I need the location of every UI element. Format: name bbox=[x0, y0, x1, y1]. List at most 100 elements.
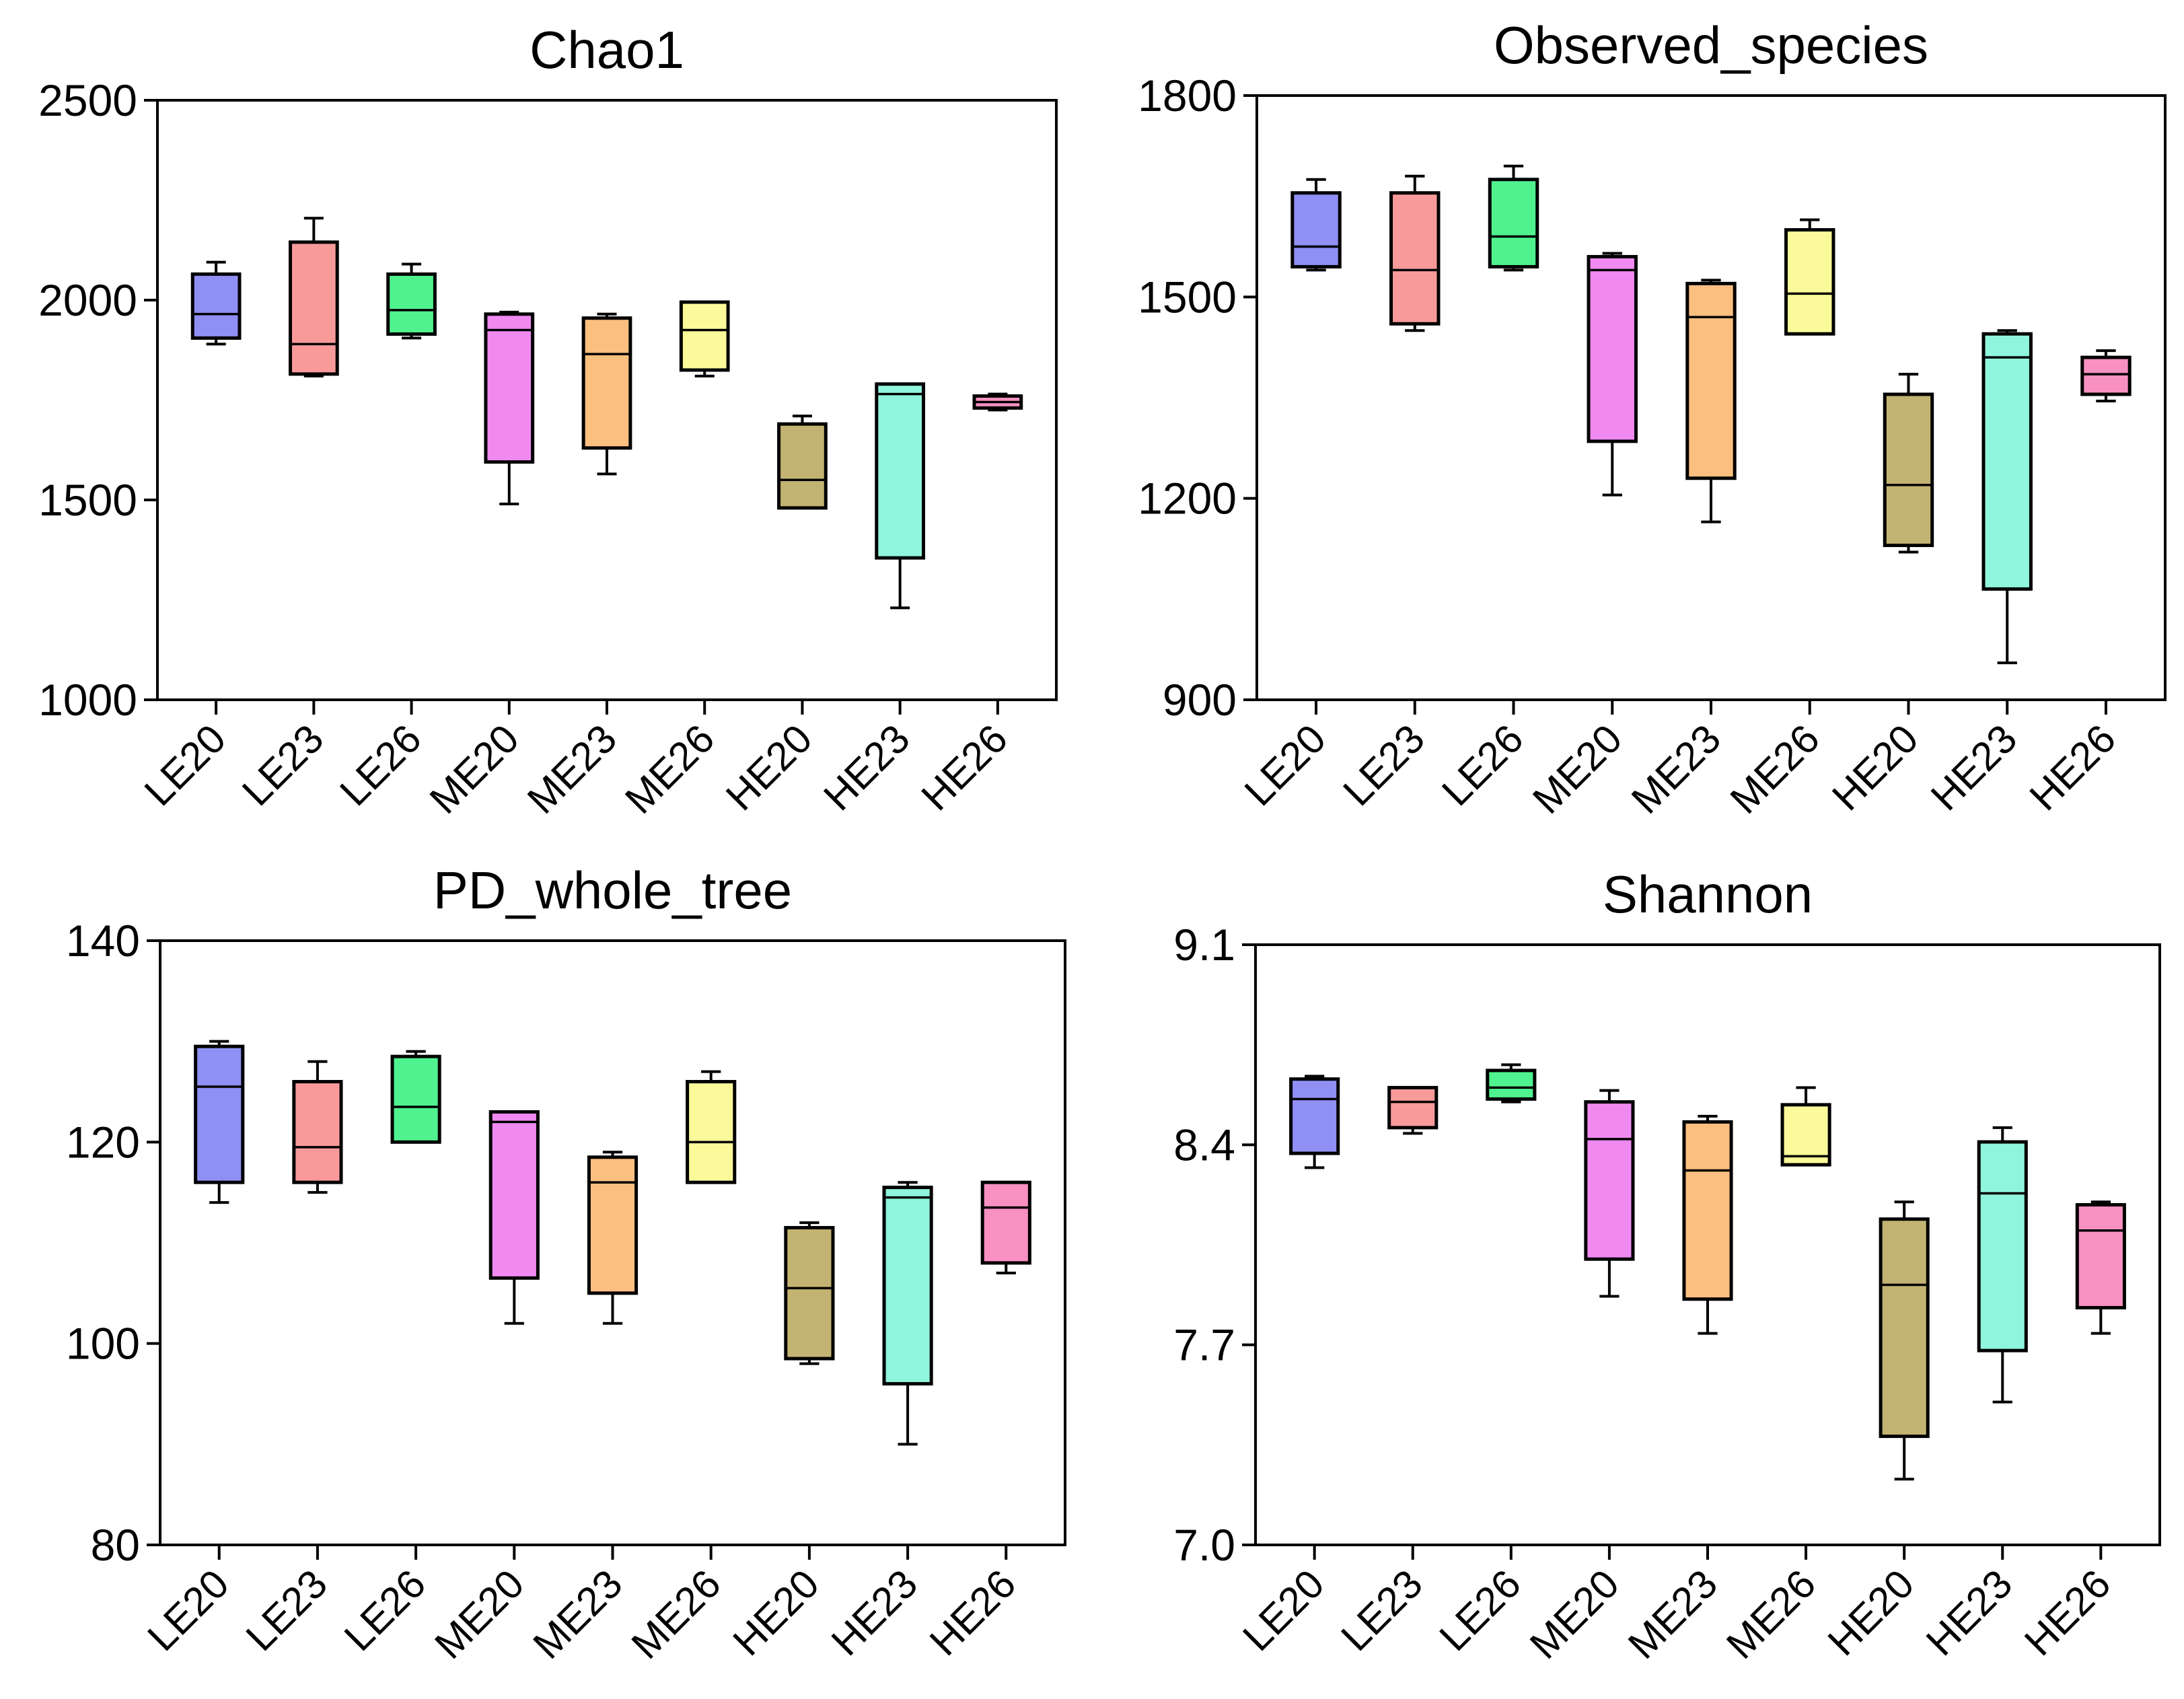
shannon-box-me26 bbox=[1780, 1086, 1831, 1167]
pd-whole-tree-category-label: ME23 bbox=[524, 1561, 630, 1667]
shannon-category-label: HE26 bbox=[2016, 1561, 2119, 1665]
iqr-box bbox=[1584, 1100, 1635, 1261]
observed-species-panel: Observed_species 900 1200 1500 1800 LE20 LE23 L… bbox=[1138, 15, 2167, 822]
iqr-box bbox=[784, 1226, 835, 1361]
shannon-y-tick-label: 9.1 bbox=[1173, 920, 1235, 970]
pd-whole-tree-category-label: ME20 bbox=[426, 1561, 532, 1667]
iqr-box bbox=[484, 312, 535, 464]
pd-whole-tree-category-label: ME26 bbox=[623, 1561, 729, 1667]
observed-species-box-le26 bbox=[1488, 164, 1539, 272]
shannon-box-le26 bbox=[1486, 1063, 1537, 1104]
chao1-category-label: LE26 bbox=[331, 716, 429, 814]
observed-species-category-label: HE26 bbox=[2021, 716, 2125, 820]
iqr-box bbox=[1488, 178, 1539, 268]
observed-species-box-me23 bbox=[1685, 279, 1737, 523]
pd-whole-tree-y-tick-label: 140 bbox=[66, 916, 140, 966]
iqr-box bbox=[1784, 228, 1835, 336]
chao1-box-me23 bbox=[581, 312, 632, 476]
shannon-category-label: HE23 bbox=[1918, 1561, 2021, 1665]
shannon-box-le23 bbox=[1387, 1085, 1439, 1135]
shannon-box-le20 bbox=[1289, 1075, 1340, 1169]
observed-species-box-me26 bbox=[1784, 218, 1835, 336]
pd-whole-tree-box-he20 bbox=[784, 1221, 835, 1365]
observed-species-y-tick-label: 1500 bbox=[1138, 272, 1237, 322]
shannon-y-tick-label: 8.4 bbox=[1173, 1120, 1235, 1169]
observed-species-category-label: HE23 bbox=[1922, 716, 2026, 820]
iqr-box bbox=[1981, 332, 2033, 591]
observed-species-y-tick-label: 1800 bbox=[1138, 71, 1237, 120]
pd-whole-tree-category-label: HE20 bbox=[725, 1561, 828, 1665]
iqr-box bbox=[1289, 1077, 1340, 1155]
shannon-category-label: LE20 bbox=[1234, 1561, 1332, 1659]
chao1-box-he26 bbox=[972, 392, 1023, 412]
shannon-box-he20 bbox=[1879, 1200, 1930, 1481]
iqr-box bbox=[1879, 1217, 1930, 1439]
iqr-box bbox=[190, 272, 242, 340]
shannon-category-label: HE20 bbox=[1819, 1561, 1923, 1665]
observed-species-y-tick-label: 900 bbox=[1163, 675, 1237, 725]
pd-whole-tree-y-tick-label: 100 bbox=[66, 1319, 140, 1369]
iqr-box bbox=[1682, 1120, 1733, 1301]
shannon-y-tick-label: 7.7 bbox=[1173, 1320, 1235, 1370]
iqr-box bbox=[1977, 1140, 2028, 1352]
chao1-panel: Chao11000150020002500LE20LE23LE26ME20ME2… bbox=[38, 20, 1058, 822]
pd-whole-tree-box-le23 bbox=[292, 1060, 343, 1194]
observed-species-box-le20 bbox=[1290, 178, 1342, 272]
observed-species-box-he23 bbox=[1981, 329, 2033, 665]
iqr-box bbox=[1389, 191, 1441, 326]
chao1-category-label: ME26 bbox=[616, 716, 723, 822]
observed-species-category-label: HE20 bbox=[1823, 716, 1927, 820]
shannon-y-tick-label: 7.0 bbox=[1173, 1520, 1235, 1570]
iqr-box bbox=[686, 1080, 737, 1184]
iqr-box bbox=[390, 1054, 441, 1144]
observed-species-box-he20 bbox=[1883, 373, 1934, 554]
iqr-box bbox=[587, 1155, 639, 1295]
shannon-panel: Shannon 7.0 7.7 8.4 9.1 LE20 LE23 LE26ME20ME23M… bbox=[1173, 865, 2161, 1667]
chao1-box-me26 bbox=[679, 300, 730, 377]
chao1-category-label: ME20 bbox=[421, 716, 527, 822]
chao1-y-tick-label: 1000 bbox=[38, 675, 137, 725]
pd-whole-tree-box-me20 bbox=[488, 1110, 540, 1325]
observed-species-title: Observed_species bbox=[1494, 15, 1928, 75]
chao1-box-he23 bbox=[875, 382, 926, 610]
iqr-box bbox=[1685, 281, 1737, 480]
pd-whole-tree-box-me23 bbox=[587, 1151, 639, 1325]
shannon-category-label: ME26 bbox=[1718, 1561, 1824, 1667]
chao1-box-he20 bbox=[777, 414, 828, 510]
shannon-category-label: LE23 bbox=[1332, 1561, 1430, 1659]
chao1-category-label: HE26 bbox=[913, 716, 1017, 820]
shannon-title: Shannon bbox=[1603, 865, 1813, 924]
iqr-box bbox=[882, 1186, 933, 1386]
pd-whole-tree-y-tick-label: 120 bbox=[66, 1117, 140, 1167]
observed-species-y-tick-label: 1200 bbox=[1138, 474, 1237, 523]
iqr-box bbox=[1387, 1085, 1439, 1130]
observed-species-category-label: ME23 bbox=[1623, 716, 1729, 822]
pd-whole-tree-title: PD_whole_tree bbox=[433, 861, 792, 920]
chao1-category-label: HE23 bbox=[815, 716, 918, 820]
observed-species-box-le23 bbox=[1389, 174, 1441, 332]
iqr-box bbox=[679, 300, 730, 372]
observed-species-box-he26 bbox=[2080, 349, 2132, 402]
observed-species-category-label: LE20 bbox=[1236, 716, 1334, 814]
shannon-category-label: LE26 bbox=[1431, 1561, 1529, 1659]
pd-whole-tree-category-label: LE20 bbox=[139, 1561, 237, 1659]
iqr-box bbox=[777, 422, 828, 510]
iqr-box bbox=[1486, 1069, 1537, 1101]
chao1-category-label: LE23 bbox=[233, 716, 332, 814]
iqr-box bbox=[1780, 1103, 1831, 1167]
pd-whole-tree-category-label: HE26 bbox=[921, 1561, 1025, 1665]
iqr-box bbox=[386, 272, 437, 336]
shannon-box-me23 bbox=[1682, 1114, 1733, 1335]
observed-species-category-label: ME26 bbox=[1722, 716, 1828, 822]
chao1-category-label: ME23 bbox=[519, 716, 625, 822]
iqr-box bbox=[581, 316, 632, 450]
shannon-box-me20 bbox=[1584, 1089, 1635, 1298]
pd-whole-tree-category-label: HE23 bbox=[823, 1561, 926, 1665]
shannon-category-label: ME23 bbox=[1619, 1561, 1726, 1667]
pd-whole-tree-box-le26 bbox=[390, 1050, 441, 1144]
iqr-box bbox=[875, 382, 926, 560]
chao1-box-me20 bbox=[484, 310, 535, 505]
iqr-box bbox=[292, 1080, 343, 1184]
pd-whole-tree-box-le20 bbox=[194, 1040, 245, 1204]
